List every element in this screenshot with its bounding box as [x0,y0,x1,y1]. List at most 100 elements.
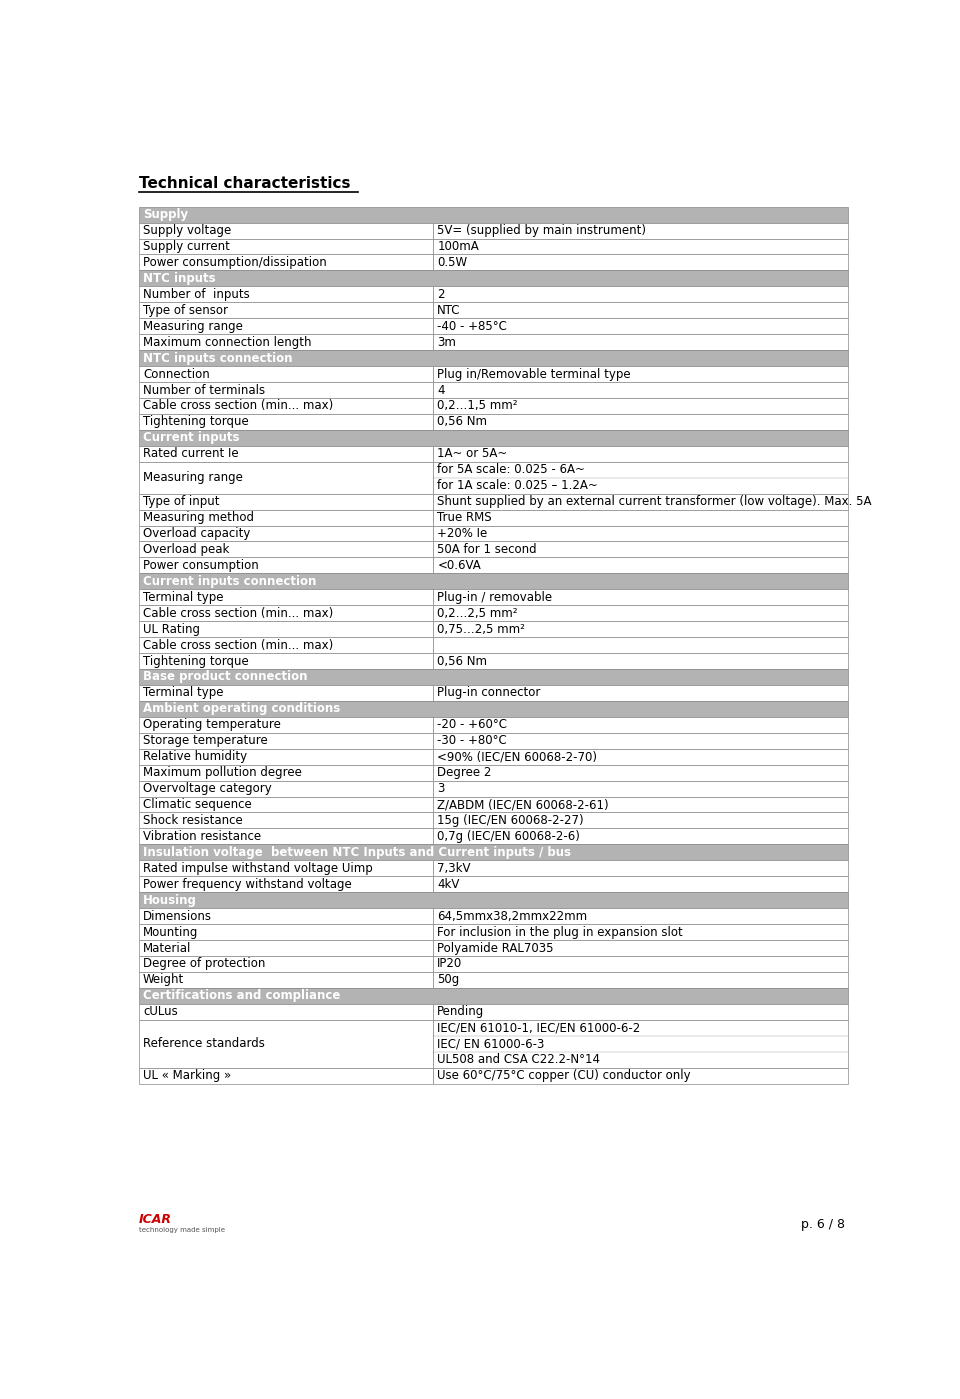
FancyBboxPatch shape [433,382,848,397]
Text: Dimensions: Dimensions [143,909,212,922]
FancyBboxPatch shape [138,429,848,446]
FancyBboxPatch shape [433,925,848,940]
FancyBboxPatch shape [433,860,848,876]
Text: Insulation voltage  between NTC Inputs and Current inputs / bus: Insulation voltage between NTC Inputs an… [143,846,571,859]
Text: IP20: IP20 [438,957,463,971]
Text: Power frequency withstand voltage: Power frequency withstand voltage [143,877,351,891]
FancyBboxPatch shape [138,845,848,860]
Text: Base product connection: Base product connection [143,670,307,684]
FancyBboxPatch shape [433,748,848,765]
FancyBboxPatch shape [138,669,848,686]
FancyBboxPatch shape [138,397,433,414]
FancyBboxPatch shape [433,1020,848,1067]
FancyBboxPatch shape [138,382,433,397]
Text: -40 - +85°C: -40 - +85°C [438,320,507,333]
FancyBboxPatch shape [138,1020,433,1067]
Text: Current inputs: Current inputs [143,431,240,445]
Text: NTC inputs connection: NTC inputs connection [143,351,293,365]
FancyBboxPatch shape [138,207,848,222]
FancyBboxPatch shape [433,765,848,781]
FancyBboxPatch shape [433,972,848,988]
FancyBboxPatch shape [433,940,848,956]
FancyBboxPatch shape [433,781,848,796]
FancyBboxPatch shape [138,813,433,828]
Text: Pending: Pending [438,1006,485,1018]
FancyBboxPatch shape [138,972,433,988]
FancyBboxPatch shape [138,733,433,748]
Text: Shunt supplied by an external current transformer (low voltage). Max. 5A: Shunt supplied by an external current tr… [438,495,872,508]
FancyBboxPatch shape [433,509,848,526]
FancyBboxPatch shape [138,541,433,557]
Text: True RMS: True RMS [438,511,492,525]
FancyBboxPatch shape [138,222,433,239]
Text: Cable cross section (min... max): Cable cross section (min... max) [143,638,333,652]
FancyBboxPatch shape [433,606,848,621]
FancyBboxPatch shape [433,494,848,509]
Text: 4: 4 [438,383,444,396]
Text: Power consumption/dissipation: Power consumption/dissipation [143,256,326,269]
FancyBboxPatch shape [138,589,433,606]
Text: NTC: NTC [438,304,461,316]
Text: NTC inputs: NTC inputs [143,271,216,285]
Text: UL Rating: UL Rating [143,623,200,635]
FancyBboxPatch shape [433,828,848,845]
Text: Vibration resistance: Vibration resistance [143,830,261,844]
Text: Certifications and compliance: Certifications and compliance [143,989,341,1002]
Text: -30 - +80°C: -30 - +80°C [438,734,507,747]
FancyBboxPatch shape [138,925,433,940]
FancyBboxPatch shape [433,589,848,606]
Text: Overload peak: Overload peak [143,543,229,555]
FancyBboxPatch shape [138,462,433,494]
FancyBboxPatch shape [138,765,433,781]
Text: Reference standards: Reference standards [143,1037,265,1051]
FancyBboxPatch shape [138,781,433,796]
Text: Polyamide RAL7035: Polyamide RAL7035 [438,942,554,954]
Text: Maximum connection length: Maximum connection length [143,336,312,348]
FancyBboxPatch shape [433,796,848,813]
Text: Degree 2: Degree 2 [438,767,492,779]
Text: 3: 3 [438,782,444,795]
FancyBboxPatch shape [138,1004,433,1020]
FancyBboxPatch shape [138,574,848,589]
Text: Rated impulse withstand voltage Uimp: Rated impulse withstand voltage Uimp [143,862,372,874]
Text: 0,56 Nm: 0,56 Nm [438,416,488,428]
Text: UL508 and CSA C22.2-N°14: UL508 and CSA C22.2-N°14 [438,1053,600,1066]
Text: 0,2…1,5 mm²: 0,2…1,5 mm² [438,400,517,413]
Text: 7,3kV: 7,3kV [438,862,470,874]
Text: Power consumption: Power consumption [143,558,259,572]
FancyBboxPatch shape [138,653,433,669]
FancyBboxPatch shape [138,701,848,716]
FancyBboxPatch shape [433,526,848,541]
Text: cULus: cULus [143,1006,178,1018]
FancyBboxPatch shape [138,637,433,653]
Text: technology made simple: technology made simple [138,1227,225,1234]
Text: UL « Marking »: UL « Marking » [143,1069,231,1081]
FancyBboxPatch shape [138,893,848,908]
Text: Technical characteristics: Technical characteristics [138,176,350,192]
FancyBboxPatch shape [138,287,433,302]
FancyBboxPatch shape [138,494,433,509]
FancyBboxPatch shape [433,334,848,350]
Text: Overvoltage category: Overvoltage category [143,782,272,795]
FancyBboxPatch shape [433,557,848,574]
Text: Overload capacity: Overload capacity [143,527,251,540]
FancyBboxPatch shape [138,318,433,334]
Text: 1A~ or 5A~: 1A~ or 5A~ [438,448,508,460]
FancyBboxPatch shape [433,302,848,318]
Text: 0.5W: 0.5W [438,256,468,269]
Text: Measuring range: Measuring range [143,320,243,333]
Text: Tightening torque: Tightening torque [143,416,249,428]
FancyBboxPatch shape [138,302,433,318]
Text: 15g (IEC/EN 60068-2-27): 15g (IEC/EN 60068-2-27) [438,814,584,827]
FancyBboxPatch shape [433,446,848,462]
Text: Tightening torque: Tightening torque [143,655,249,667]
Text: 0,75…2,5 mm²: 0,75…2,5 mm² [438,623,525,635]
FancyBboxPatch shape [433,653,848,669]
Text: Mounting: Mounting [143,926,199,939]
Text: Use 60°C/75°C copper (CU) conductor only: Use 60°C/75°C copper (CU) conductor only [438,1069,691,1081]
FancyBboxPatch shape [138,334,433,350]
Text: Supply voltage: Supply voltage [143,224,231,236]
Text: Supply current: Supply current [143,241,230,253]
Text: Measuring method: Measuring method [143,511,254,525]
FancyBboxPatch shape [138,606,433,621]
